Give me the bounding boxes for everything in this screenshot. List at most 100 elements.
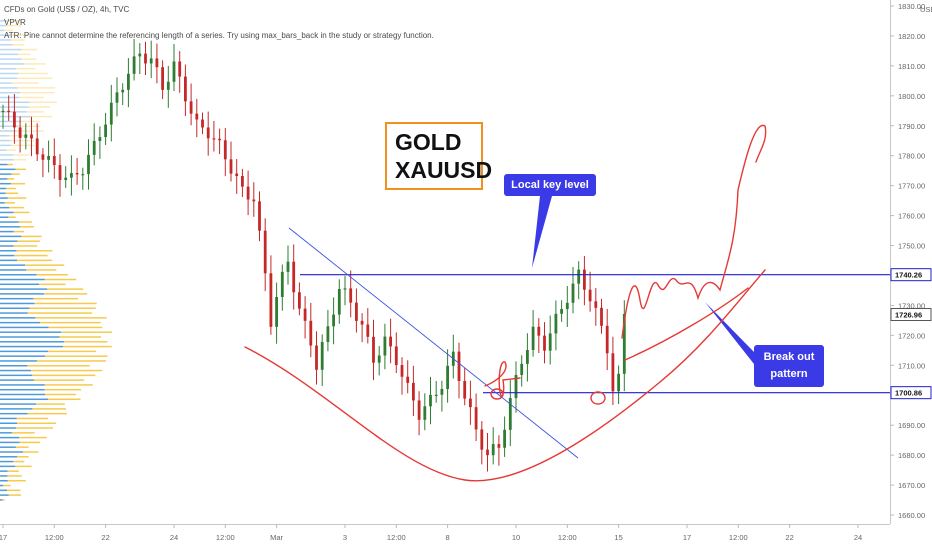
- candle-body: [104, 124, 107, 138]
- volume-profile-bar-sell: [7, 479, 26, 482]
- volume-profile-bar-sell: [19, 441, 41, 444]
- candle-body: [47, 156, 50, 160]
- indicator-label[interactable]: VPVR: [4, 18, 26, 27]
- candle-body: [366, 324, 370, 337]
- candle-body: [269, 273, 273, 327]
- candle-body: [115, 92, 119, 103]
- candle-body: [166, 81, 170, 90]
- volume-profile-bar-sell: [44, 278, 77, 281]
- candle-body: [491, 444, 495, 456]
- volume-profile-bar-buy: [0, 479, 8, 482]
- volume-profile-bar-buy: [0, 39, 11, 41]
- candle-body: [109, 102, 113, 125]
- time-tick-label: 22: [101, 533, 109, 542]
- break-out-callout-pointer: [705, 302, 754, 364]
- volume-profile-bar-sell: [20, 91, 55, 94]
- volume-profile-bar-sell: [9, 135, 29, 137]
- volume-profile-bar-sell: [19, 96, 44, 99]
- volume-profile-bar-buy: [0, 283, 40, 286]
- volume-profile-bar-buy: [0, 125, 19, 127]
- candle-body: [537, 326, 541, 336]
- volume-profile-bar-sell: [26, 269, 57, 271]
- volume-profile-bar-buy: [0, 211, 14, 214]
- volume-profile-bar-sell: [33, 297, 78, 300]
- candle-body: [508, 398, 512, 430]
- candle-body: [389, 336, 392, 347]
- candle-body: [514, 374, 518, 399]
- candle-body: [81, 174, 85, 176]
- volume-profile-bar-buy: [0, 398, 48, 401]
- volume-profile-bar-buy: [0, 345, 63, 348]
- time-tick-label: 12:00: [216, 533, 235, 542]
- volume-profile-bar-sell: [47, 288, 84, 290]
- volume-profile-bar-buy: [0, 336, 60, 338]
- volume-profile-bar-sell: [12, 44, 25, 46]
- volume-profile-bar-buy: [0, 446, 16, 448]
- volume-profile-bar-buy: [0, 197, 8, 199]
- candle-body: [41, 154, 45, 160]
- time-tick-label: 12:00: [558, 533, 577, 542]
- volume-profile-bar-sell: [44, 388, 82, 391]
- volume-profile-bar-buy: [0, 393, 46, 396]
- volume-profile-bar-buy: [0, 427, 17, 429]
- volume-profile-bar-sell: [16, 250, 53, 252]
- volume-profile-bar-sell: [24, 63, 46, 65]
- volume-profile-bar-buy: [0, 297, 34, 300]
- volume-profile-bar-sell: [5, 192, 19, 195]
- volume-profile-bar-buy: [0, 226, 21, 228]
- volume-profile-bar-buy: [0, 144, 12, 147]
- candle-body: [583, 269, 586, 290]
- volume-profile-bar-sell: [27, 412, 67, 415]
- price-tick-label: 1750.00: [898, 242, 925, 251]
- volume-profile-bar-buy: [0, 182, 12, 185]
- volume-profile-bar-buy: [0, 254, 15, 257]
- volume-profile-bar-sell: [7, 20, 23, 22]
- time-tick-label: 17: [0, 533, 7, 542]
- volume-profile-bar-sell: [10, 139, 35, 142]
- price-axis[interactable]: 1660.001670.001680.001690.001700.001710.…: [890, 0, 932, 550]
- volume-profile-bar-sell: [7, 163, 13, 166]
- volume-profile-bar-sell: [22, 451, 39, 453]
- volume-profile-bar-buy: [0, 158, 14, 161]
- candle-body: [155, 58, 159, 68]
- candle-body: [503, 429, 506, 448]
- volume-profile-bar-sell: [39, 283, 66, 286]
- candle-body: [178, 61, 182, 77]
- volume-profile-bar-sell: [16, 130, 45, 132]
- candle-body: [412, 382, 415, 401]
- candle-body: [13, 111, 16, 128]
- volume-profile-bar-buy: [0, 365, 28, 367]
- candle-body: [189, 101, 193, 114]
- volume-profile-bar-buy: [0, 168, 16, 171]
- candle-body: [275, 296, 278, 327]
- volume-profile-bar-buy: [0, 173, 12, 175]
- candle-body: [30, 134, 33, 139]
- volume-profile-bar-buy: [0, 489, 8, 492]
- volume-profile-bar-sell: [4, 202, 15, 204]
- retest-circle: [590, 391, 606, 405]
- volume-profile-bar-sell: [16, 417, 49, 420]
- time-axis[interactable]: 17 12:00 22 24 12:00 Mar 3 12:00 8 10 12:00 15 17 12:…: [0, 524, 932, 550]
- candle-body: [212, 138, 216, 140]
- volume-profile-bar-sell: [21, 120, 41, 123]
- volume-profile-bar-buy: [0, 44, 13, 46]
- volume-profile-bar-sell: [47, 398, 81, 401]
- candle-body: [127, 73, 130, 90]
- price-tick-label: 1680.00: [898, 451, 925, 460]
- volume-profile-bar-sell: [34, 302, 97, 305]
- price-tick-label: 1760.00: [898, 212, 925, 221]
- volume-profile-bar-sell: [27, 365, 90, 367]
- candle-body: [377, 355, 381, 363]
- candle-body: [121, 89, 125, 93]
- volume-profile-bar-sell: [10, 39, 25, 41]
- time-axis-background: [0, 524, 932, 550]
- candle-body: [548, 333, 552, 351]
- candle-body: [92, 140, 96, 155]
- volume-profile-bar-buy: [0, 417, 17, 420]
- volume-profile-bar-sell: [45, 355, 108, 357]
- candle-body: [429, 394, 432, 407]
- candle-body: [543, 335, 546, 351]
- break-out-line1: Break out: [763, 351, 815, 363]
- volume-profile-bar-sell: [36, 403, 65, 405]
